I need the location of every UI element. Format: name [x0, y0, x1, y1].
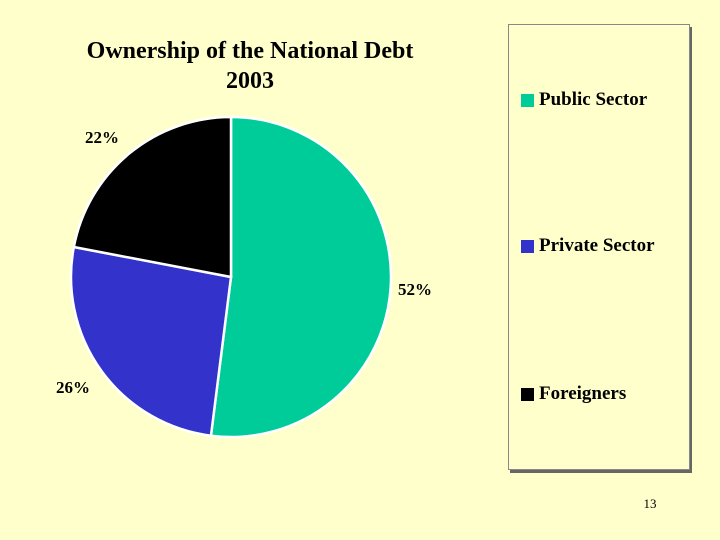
chart-title: Ownership of the National Debt 2003 [40, 36, 460, 96]
chart-legend: Public Sector Private Sector Foreigners [508, 24, 690, 470]
legend-item-foreigners: Foreigners [521, 383, 626, 405]
legend-label-foreigners: Foreigners [539, 383, 627, 404]
legend-item-public-sector: Public Sector [521, 89, 647, 111]
pie-slice-public-sector [209, 115, 393, 439]
slice-label-public-sector: 52% [398, 280, 432, 299]
pie-slice-private-sector [69, 245, 233, 438]
chart-title-text: Ownership of the National Debt [86, 38, 414, 64]
chart-subtitle: 2003 [226, 68, 274, 94]
legend-label-public-sector: Public Sector [539, 89, 648, 110]
legend-label-private-sector: Private Sector [539, 235, 655, 256]
slice-label-foreigners: 22% [85, 128, 119, 147]
legend-swatch-private-sector [521, 239, 534, 253]
legend-swatch-foreigners [521, 387, 534, 401]
pie-slice-foreigners [72, 115, 233, 279]
legend-swatch-public-sector [521, 93, 534, 107]
page-number: 13 [643, 496, 657, 511]
slice-label-private-sector: 26% [56, 378, 90, 397]
legend-item-private-sector: Private Sector [521, 235, 655, 257]
